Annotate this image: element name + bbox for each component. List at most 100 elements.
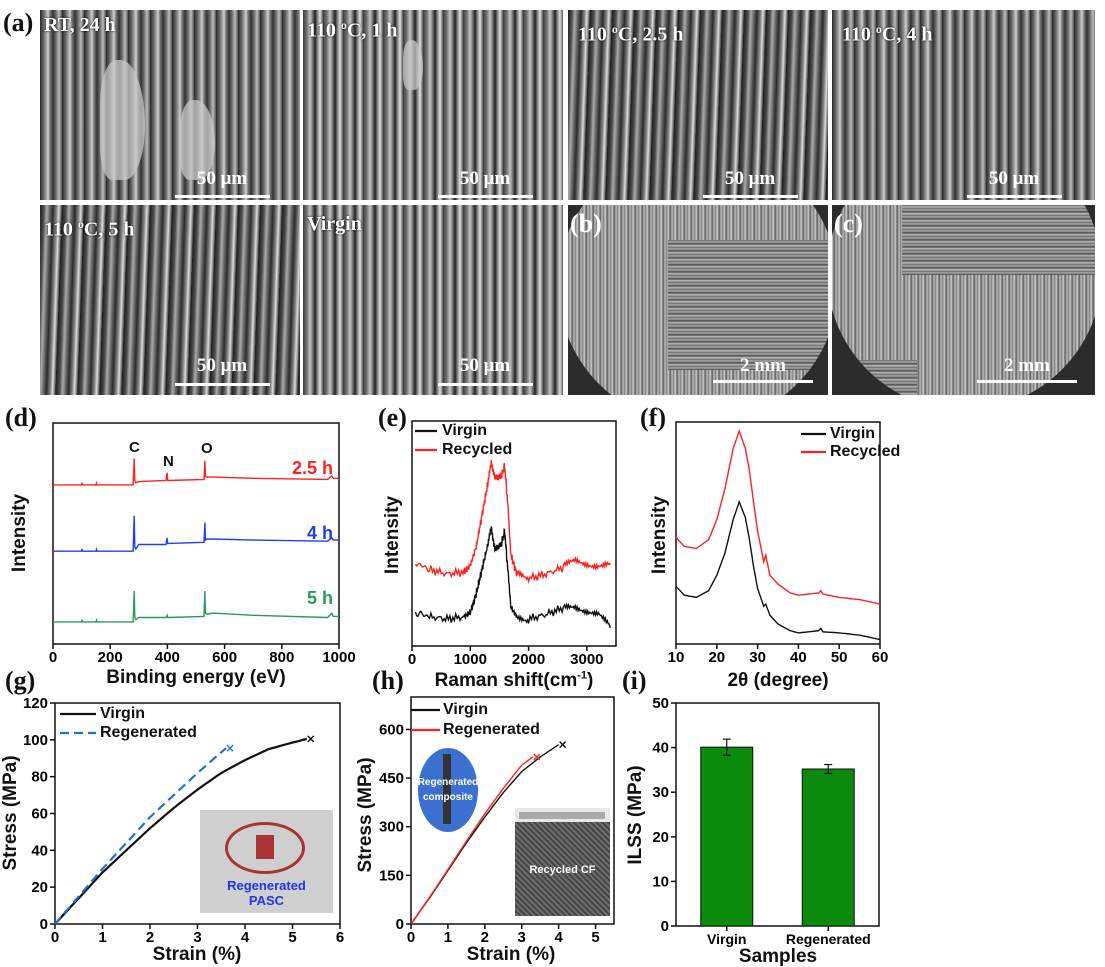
legend-recycled: Recycled bbox=[830, 443, 901, 460]
panel-label-g: (g) bbox=[5, 666, 36, 695]
h-y-tick-label: 300 bbox=[379, 819, 404, 836]
panel-label-e: (e) bbox=[378, 403, 407, 432]
ruler bbox=[519, 812, 605, 819]
f-x-tick-label: 40 bbox=[790, 649, 807, 666]
i-xlabel: Samples bbox=[738, 946, 818, 967]
peak-label-n: N bbox=[163, 453, 174, 470]
g-series-regenerated bbox=[54, 747, 227, 925]
d-xlabel: Binding energy (eV) bbox=[106, 667, 286, 688]
h-y-tick-label: 600 bbox=[379, 721, 404, 738]
sem-image-110c-2-5h: 110 oC, 2.5 h 50 μm bbox=[568, 10, 828, 200]
g-plot-frame bbox=[54, 702, 341, 925]
legend-virgin: Virgin bbox=[442, 422, 488, 439]
weft-tow bbox=[668, 240, 828, 370]
d-series-4-h bbox=[53, 515, 339, 552]
g-y-tick-label: 80 bbox=[31, 769, 48, 786]
h-y-tick-label: 150 bbox=[379, 867, 404, 884]
e-x-tick-label: 1000 bbox=[454, 651, 487, 668]
inset-caption: Regenerated composite bbox=[418, 777, 478, 803]
panel-label-d: (d) bbox=[5, 403, 37, 432]
i-plot-frame bbox=[675, 702, 880, 927]
scale-label: 50 μm bbox=[196, 355, 248, 376]
h-y-tick-label: 450 bbox=[379, 770, 404, 787]
sem-image-rt-24h: RT, 24 h 50 μm bbox=[40, 10, 300, 200]
g-y-tick-label: 40 bbox=[31, 842, 48, 859]
f-x-tick-label: 10 bbox=[668, 649, 685, 666]
g-x-tick-label: 6 bbox=[336, 929, 344, 946]
panel-label-b: (b) bbox=[570, 209, 602, 238]
f-x-tick-label: 60 bbox=[872, 649, 889, 666]
e-series-recycled bbox=[414, 459, 611, 584]
scale-bar bbox=[703, 195, 798, 198]
resin-residue bbox=[180, 100, 215, 180]
h-fracture-marker bbox=[559, 741, 567, 749]
sem-label: 110 oC, 4 h bbox=[842, 22, 933, 46]
peak-label-c: C bbox=[129, 439, 140, 456]
h-x-tick-label: 3 bbox=[518, 929, 526, 946]
g-series-virgin bbox=[54, 737, 308, 925]
scale-bar bbox=[438, 195, 533, 198]
i-y-tick-label: 0 bbox=[661, 918, 669, 935]
legend-virgin: Virgin bbox=[443, 701, 489, 718]
inset-caption: Regenerated PASC bbox=[227, 878, 306, 908]
panel-label-a: (a) bbox=[3, 8, 34, 37]
g-x-tick-label: 5 bbox=[288, 929, 296, 946]
h-x-tick-label: 5 bbox=[591, 929, 599, 946]
legend-virgin: Virgin bbox=[100, 705, 146, 722]
scale-bar bbox=[175, 195, 270, 198]
h-fracture-marker bbox=[533, 753, 541, 761]
composite-strip bbox=[443, 754, 451, 824]
panel-label-f: (f) bbox=[640, 403, 666, 432]
h-x-tick-label: 4 bbox=[554, 929, 563, 946]
inset-photo-recycled-cf: Recycled CF bbox=[515, 808, 610, 916]
i-y-tick-label: 40 bbox=[652, 740, 669, 757]
university-seal bbox=[225, 822, 305, 874]
scale-bar bbox=[977, 380, 1077, 383]
g-x-tick-label: 1 bbox=[98, 929, 106, 946]
d-x-tick-label: 600 bbox=[212, 649, 237, 666]
h-x-tick-label: 1 bbox=[444, 929, 452, 946]
scale-label: 50 μm bbox=[988, 168, 1040, 189]
series-label-2-5h: 2.5 h bbox=[291, 458, 333, 478]
f-xlabel: 2θ (degree) bbox=[727, 670, 829, 691]
panel-label-h: (h) bbox=[372, 666, 404, 695]
d-series-2-5-h bbox=[53, 458, 339, 486]
legend-virgin: Virgin bbox=[830, 425, 876, 442]
f-series-recycled bbox=[675, 428, 881, 605]
i-y-tick-label: 50 bbox=[652, 695, 669, 712]
peak-label-o: O bbox=[201, 440, 213, 457]
h-x-tick-label: 2 bbox=[481, 929, 489, 946]
h-x-tick-label: 0 bbox=[407, 929, 415, 946]
sem-label: 110 oC, 1 h bbox=[307, 18, 398, 42]
e-x-tick-label: 3000 bbox=[570, 651, 603, 668]
resin-residue bbox=[403, 40, 423, 90]
legend-regenerated: Regenerated bbox=[100, 724, 197, 741]
h-series-virgin bbox=[410, 744, 559, 925]
g-x-tick-label: 2 bbox=[146, 929, 154, 946]
scale-bar bbox=[967, 195, 1062, 198]
g-ylabel: Stress (MPa) bbox=[0, 755, 21, 871]
d-x-tick-label: 0 bbox=[49, 649, 57, 666]
microscope-field bbox=[568, 205, 828, 395]
sem-image-virgin: Virgin 50 μm bbox=[303, 205, 563, 395]
d-x-tick-label: 400 bbox=[155, 649, 180, 666]
g-y-tick-label: 100 bbox=[23, 732, 48, 749]
f-x-tick-label: 50 bbox=[831, 649, 848, 666]
sem-label: 110 oC, 5 h bbox=[44, 217, 135, 241]
scale-label: 2 mm bbox=[1004, 355, 1050, 376]
photo-woven-fabric-c: (c) 2 mm bbox=[832, 205, 1095, 395]
g-y-tick-label: 0 bbox=[40, 916, 48, 933]
f-series-virgin bbox=[675, 499, 881, 641]
bar-virgin bbox=[700, 746, 754, 927]
d-x-tick-label: 800 bbox=[269, 649, 294, 666]
legend-regenerated: Regenerated bbox=[443, 721, 540, 738]
e-ylabel: Intensity bbox=[382, 495, 403, 575]
sem-label: RT, 24 h bbox=[44, 14, 116, 36]
e-x-tick-label: 0 bbox=[408, 651, 416, 668]
sem-image-110c-4h: 110 oC, 4 h 50 μm bbox=[832, 10, 1095, 200]
weft-tow bbox=[902, 205, 1095, 275]
panel-label-c: (c) bbox=[834, 209, 863, 238]
bar-regenerated bbox=[801, 768, 855, 927]
d-x-tick-label: 200 bbox=[98, 649, 123, 666]
d-x-tick-label: 1000 bbox=[322, 649, 355, 666]
